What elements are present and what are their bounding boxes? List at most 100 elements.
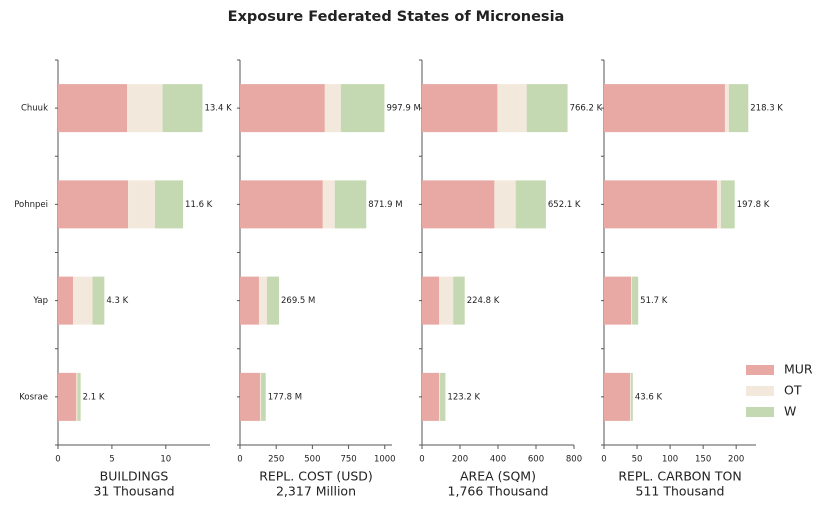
total-label: 871.9 M — [368, 200, 402, 210]
x-axis-label: AREA (SQM) — [460, 469, 536, 484]
bar-segment: MUR — [240, 372, 260, 421]
bar-segment: MUR — [240, 180, 323, 229]
legend-swatch — [746, 365, 774, 375]
bar-segment: W — [260, 372, 266, 421]
total-label: 177.8 M — [268, 392, 302, 402]
total-label: 11.6 K — [185, 200, 213, 210]
bar-segment: MUR — [58, 84, 127, 133]
bar-segment: W — [526, 84, 568, 133]
chart-title: Exposure Federated States of Micronesia — [228, 9, 565, 25]
bar-segment: W — [155, 180, 184, 229]
bar-segment: OT — [126, 84, 163, 133]
bar-segment: OT — [724, 84, 729, 133]
bar-segment: MUR — [604, 372, 631, 421]
x-tick-label: 5 — [109, 455, 114, 465]
x-tick-label: 0 — [237, 455, 242, 465]
x-tick-label: 0 — [601, 455, 606, 465]
total-label: 224.8 K — [467, 296, 500, 306]
bar-segment: W — [77, 372, 81, 421]
legend-label: MUR — [784, 362, 813, 377]
total-label: 218.3 K — [750, 104, 783, 114]
y-tick-label: Kosrae — [19, 392, 48, 402]
bar-segment: OT — [322, 180, 335, 229]
bar-segment: OT — [439, 372, 441, 421]
bar-segment: W — [340, 84, 385, 133]
legend-swatch — [746, 386, 774, 396]
x-tick-label: 10 — [160, 455, 171, 465]
bar-segment: MUR — [604, 276, 632, 325]
y-tick-label: Chuuk — [21, 104, 48, 114]
bar-segment: OT — [717, 180, 721, 229]
bar-segment: W — [631, 372, 633, 421]
legend-label: OT — [784, 383, 802, 398]
y-tick-label: Yap — [32, 296, 48, 306]
total-label: 4.3 K — [106, 296, 128, 306]
bar-segment: W — [728, 84, 749, 133]
bar-segment: OT — [630, 372, 632, 421]
y-tick-label: Pohnpei — [14, 200, 48, 210]
x-tick-label: 400 — [490, 455, 506, 465]
total-label: 43.6 K — [635, 392, 663, 402]
total-label: 997.9 M — [386, 104, 420, 114]
bar-segment: OT — [73, 276, 93, 325]
bar-segment: W — [92, 276, 105, 325]
x-axis-label: REPL. CARBON TON — [618, 469, 741, 484]
bar-segment: W — [515, 180, 546, 229]
bar-segment: W — [440, 372, 446, 421]
total-label: 269.5 M — [281, 296, 315, 306]
x-tick-label: 200 — [452, 455, 468, 465]
bar-segment: MUR — [240, 276, 259, 325]
x-tick-label: 600 — [528, 455, 544, 465]
total-label: 766.2 K — [570, 104, 603, 114]
x-axis-label: REPL. COST (USD) — [259, 469, 373, 484]
x-axis-label: BUILDINGS — [100, 469, 169, 484]
total-label: 51.7 K — [640, 296, 668, 306]
total-label: 13.4 K — [204, 104, 232, 114]
x-tick-label: 150 — [695, 455, 711, 465]
total-label: 123.2 K — [447, 392, 480, 402]
bar-segment: MUR — [422, 84, 498, 133]
bar-segment: W — [334, 180, 367, 229]
bar-segment: MUR — [422, 180, 495, 229]
x-tick-label: 250 — [268, 455, 284, 465]
bar-segment: MUR — [604, 84, 725, 133]
bar-segment: OT — [128, 180, 156, 229]
x-axis-label: 511 Thousand — [636, 484, 725, 499]
total-label: 2.1 K — [83, 392, 105, 402]
x-tick-label: 750 — [340, 455, 356, 465]
x-tick-label: 50 — [632, 455, 643, 465]
bar-segment: OT — [497, 84, 527, 133]
x-tick-label: 200 — [728, 455, 744, 465]
x-tick-label: 800 — [566, 455, 582, 465]
x-tick-label: 500 — [304, 455, 320, 465]
total-label: 652.1 K — [548, 200, 581, 210]
bar-segment: OT — [631, 276, 633, 325]
bar-segment: MUR — [422, 276, 440, 325]
x-axis-label: 31 Thousand — [93, 484, 174, 499]
bar-segment: OT — [259, 372, 261, 421]
bar-segment: W — [453, 276, 465, 325]
x-axis-label: 1,766 Thousand — [448, 484, 549, 499]
legend-label: W — [784, 404, 796, 419]
bar-segment: W — [632, 276, 639, 325]
bar-segment: MUR — [422, 372, 440, 421]
bar-segment: W — [720, 180, 735, 229]
bar-segment: OT — [76, 372, 78, 421]
bar-segment: W — [162, 84, 203, 133]
bar-segment: MUR — [58, 276, 74, 325]
bar-segment: MUR — [240, 84, 325, 133]
bar-segment: OT — [258, 276, 267, 325]
x-tick-label: 100 — [662, 455, 678, 465]
bar-segment: MUR — [58, 372, 77, 421]
bar-segment: MUR — [604, 180, 718, 229]
x-tick-label: 1000 — [374, 455, 396, 465]
bar-segment: OT — [324, 84, 341, 133]
bar-segment: MUR — [58, 180, 129, 229]
total-label: 197.8 K — [737, 200, 770, 210]
x-axis-label: 2,317 Million — [276, 484, 356, 499]
bar-segment: W — [266, 276, 280, 325]
bar-segment: OT — [494, 180, 516, 229]
x-tick-label: 0 — [55, 455, 60, 465]
legend-swatch — [746, 407, 774, 417]
